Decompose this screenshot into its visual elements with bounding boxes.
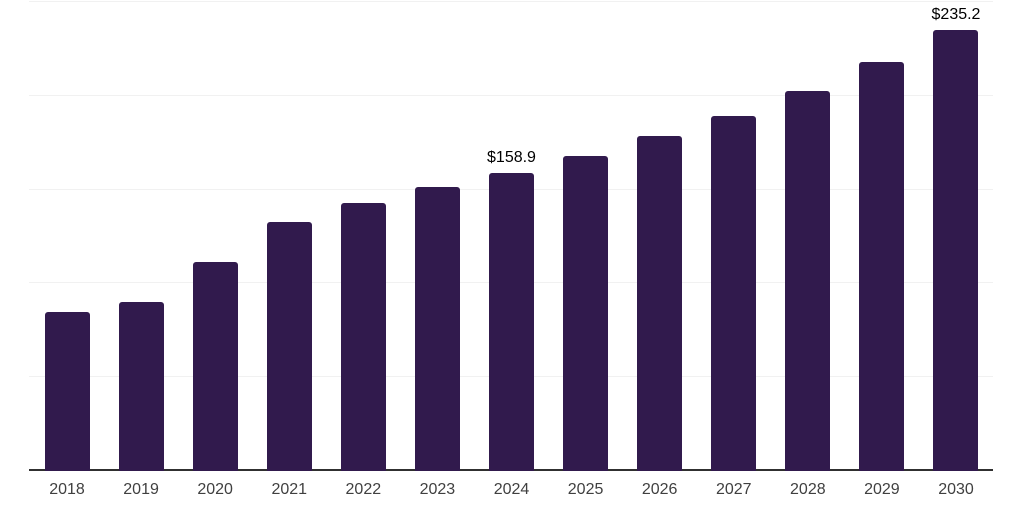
value-label-2024: $158.9 <box>487 148 536 166</box>
gridline <box>29 94 993 96</box>
x-tick-label-2022: 2022 <box>345 481 382 498</box>
bar-2022 <box>340 202 386 471</box>
x-tick-label-2020: 2020 <box>197 481 233 498</box>
x-tick-label-2024: 2024 <box>493 481 530 498</box>
value-label-2030: $235.2 <box>931 5 981 23</box>
x-axis-labels: 2018 2019 2020 2021 2022 2023 2024 2025 2026 2027… <box>29 471 993 512</box>
plot-area: $158.9 $235.2 <box>29 0 993 471</box>
bar-2027 <box>711 115 757 471</box>
bar-2021 <box>266 222 312 471</box>
x-tick-label-2026: 2026 <box>641 481 678 498</box>
gridline <box>29 1 993 2</box>
bar-2018 <box>44 312 90 471</box>
bar-2025 <box>563 156 609 471</box>
x-tick-label-2021: 2021 <box>271 481 308 498</box>
x-tick-label-2029: 2029 <box>864 481 900 498</box>
bar-2019 <box>118 301 164 471</box>
bar-2024 <box>488 172 534 471</box>
bar-2026 <box>637 135 683 471</box>
bar-2029 <box>859 61 905 471</box>
x-tick-label-2025: 2025 <box>567 481 604 498</box>
x-tick-label-2030: 2030 <box>938 481 974 498</box>
x-tick-label-2023: 2023 <box>419 481 456 498</box>
bar-2030 <box>933 29 979 471</box>
bar-2023 <box>414 186 460 471</box>
x-tick-label-2019: 2019 <box>123 481 159 498</box>
x-tick-label-2028: 2028 <box>790 481 826 498</box>
bar-2028 <box>785 91 831 471</box>
bar-2020 <box>192 261 238 471</box>
x-tick-label-2027: 2027 <box>715 481 752 498</box>
x-tick-label-2018: 2018 <box>49 481 85 498</box>
